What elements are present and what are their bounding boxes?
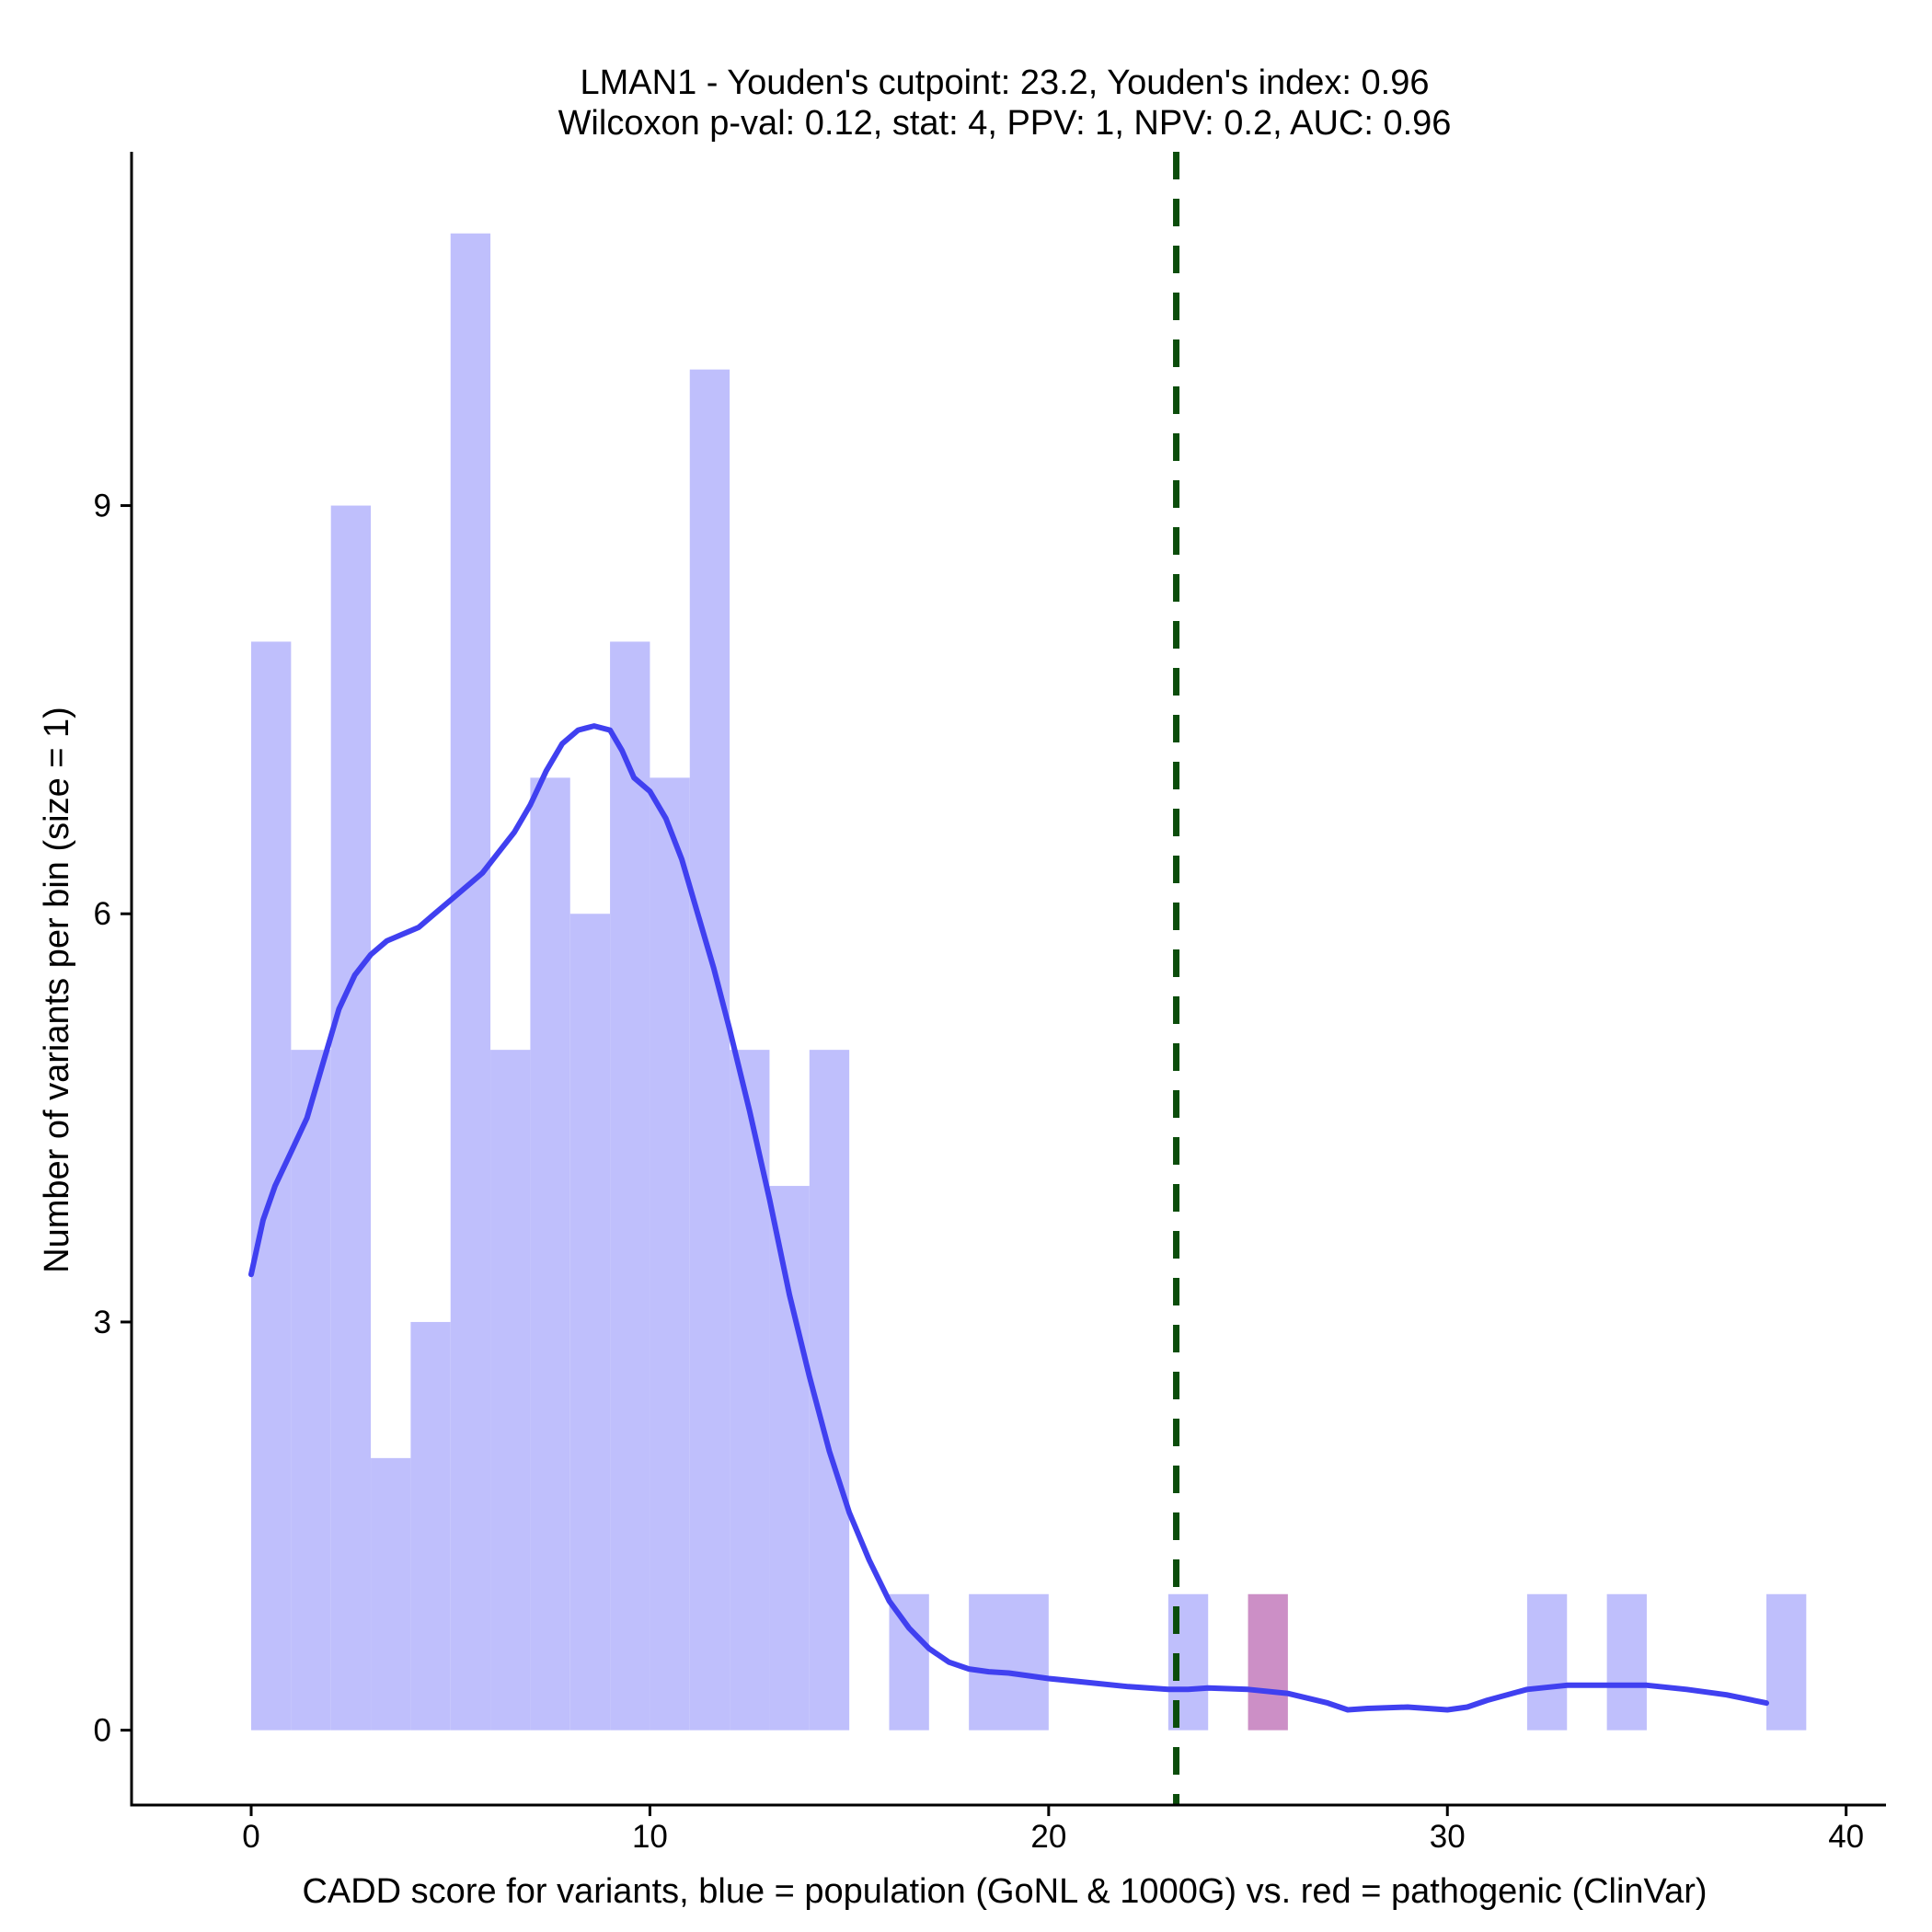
population-bar [291,1050,331,1731]
x-tick-label: 40 [1828,1819,1864,1855]
population-bar [1765,1593,1807,1731]
population-bar [730,1050,770,1731]
y-tick-label: 0 [94,1713,111,1749]
population-bar [490,1050,531,1731]
chart-title-line2: Wilcoxon p-val: 0.12, stat: 4, PPV: 1, N… [558,104,1452,143]
population-bar [689,369,730,1731]
population-bar [1606,1593,1647,1731]
population-bar [889,1593,929,1731]
population-bar [330,505,372,1731]
population-bar [530,777,570,1731]
y-tick-label: 6 [94,896,111,932]
population-bar [371,1457,411,1731]
y-tick-label: 9 [94,489,111,524]
population-bar [1008,1593,1049,1731]
pathogenic-bar [1248,1593,1288,1731]
x-tick-label: 10 [632,1819,668,1855]
chart-title-line1: LMAN1 - Youden's cutpoint: 23.2, Youden'… [581,63,1430,102]
x-axis-label: CADD score for variants, blue = populati… [302,1872,1707,1911]
population-bar [410,1321,451,1731]
population-bar [769,1186,810,1731]
y-tick-label: 3 [94,1305,111,1340]
population-bar [1526,1593,1568,1731]
bars-layer [251,233,1807,1731]
population-bar [251,641,292,1731]
x-tick-label: 30 [1430,1819,1466,1855]
population-bar [450,233,491,1731]
x-tick-label: 20 [1030,1819,1066,1855]
density-layer [248,723,1769,1713]
population-bar [650,777,690,1731]
population-bar [610,641,650,1731]
y-axis-label: Number of variants per bin (size = 1) [38,707,76,1273]
population-bar [569,914,611,1731]
population-bar [809,1050,850,1731]
population-bar [969,1593,1009,1731]
ticks-layer: 0 10 20 30 40 0 3 6 9 [94,489,1865,1855]
axes-layer [130,152,1886,1807]
x-tick-label: 0 [242,1819,259,1855]
density-curve [248,723,1769,1713]
